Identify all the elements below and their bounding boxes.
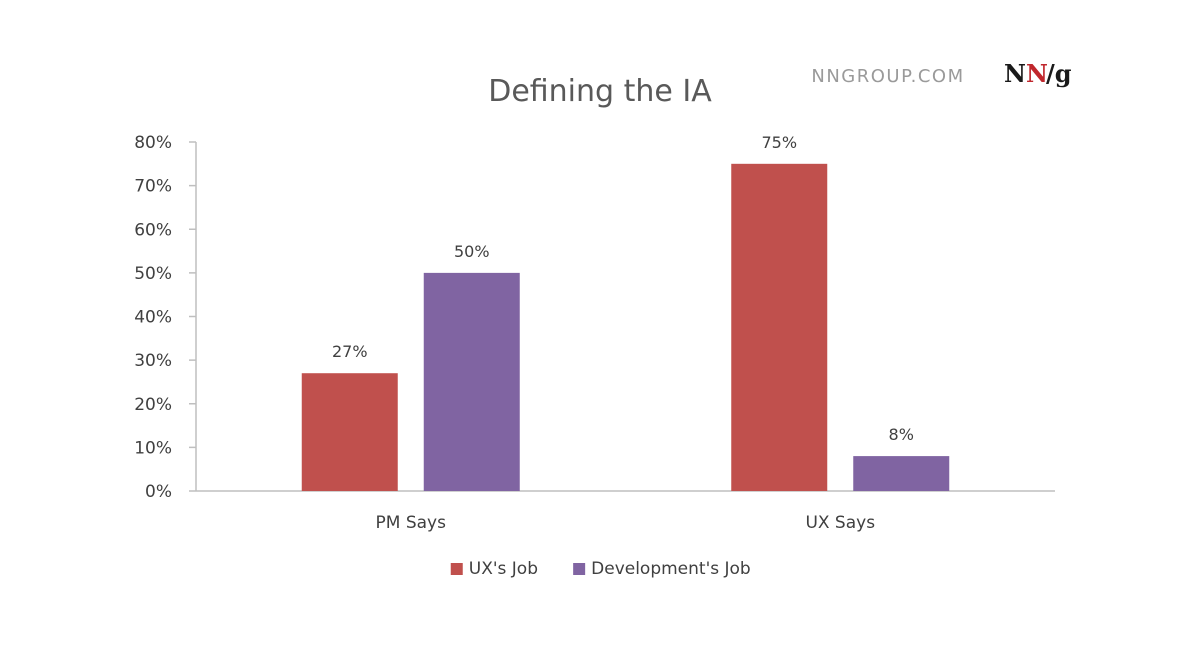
- data-labels: 27% 50% 75% 8%: [332, 133, 914, 444]
- bar: [301, 373, 398, 491]
- y-tick-label: 50%: [134, 264, 172, 284]
- x-category-label: UX Says: [805, 513, 875, 533]
- svg-text:N: N: [1004, 59, 1026, 88]
- bar-value-label: 75%: [761, 133, 797, 152]
- y-tick-label: 40%: [134, 308, 172, 328]
- bar-value-label: 27%: [332, 342, 368, 361]
- y-tick-label: 30%: [134, 351, 172, 371]
- bar: [423, 272, 520, 491]
- svg-text:/g: /g: [1046, 59, 1072, 88]
- bars: [301, 163, 950, 491]
- chart-title: Defining the IA: [488, 74, 712, 109]
- y-tick-label: 0%: [145, 482, 172, 502]
- y-tick-label: 20%: [134, 395, 172, 415]
- x-category-label: PM Says: [376, 513, 447, 533]
- x-axis: PM Says UX Says: [196, 490, 1055, 533]
- legend-label: Development's Job: [591, 559, 751, 579]
- y-tick-label: 10%: [134, 438, 172, 458]
- y-tick-label: 80%: [134, 133, 172, 153]
- legend: UX's Job Development's Job: [450, 559, 751, 579]
- legend-swatch: [573, 563, 586, 575]
- y-tick-label: 60%: [134, 220, 172, 240]
- brand-site-url: NNGROUP.COM: [811, 66, 964, 87]
- nng-logo: N N /g: [1004, 59, 1072, 88]
- bar-value-label: 50%: [454, 242, 490, 261]
- brand: NNGROUP.COM N N /g: [811, 59, 1071, 88]
- bar: [853, 456, 950, 491]
- y-axis: 0% 10% 20% 30% 40% 50% 60% 70% 80%: [134, 133, 197, 502]
- svg-text:N: N: [1026, 59, 1048, 88]
- bar: [731, 163, 828, 491]
- legend-swatch: [450, 563, 463, 575]
- bar-value-label: 8%: [889, 425, 914, 444]
- y-tick-label: 70%: [134, 177, 172, 197]
- legend-label: UX's Job: [469, 559, 538, 579]
